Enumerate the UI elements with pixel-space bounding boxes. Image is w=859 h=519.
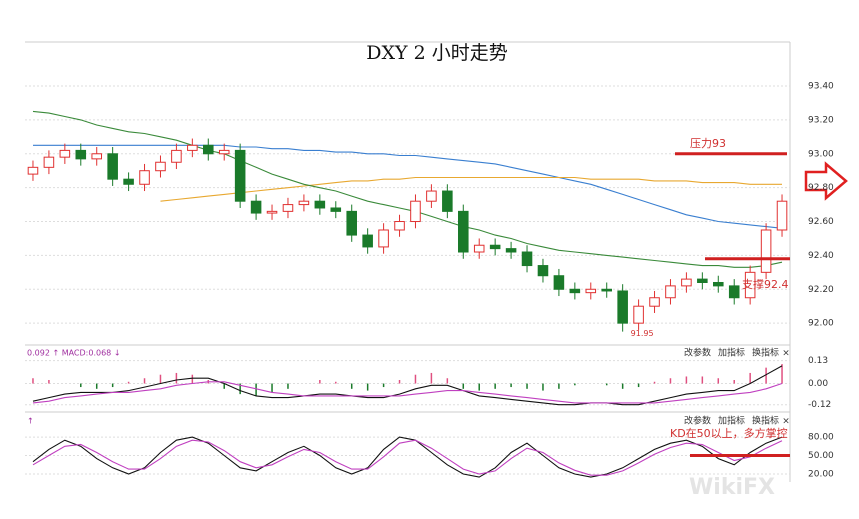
candle-body [394,221,405,231]
toolbar-button[interactable]: 换指标 [752,347,779,359]
candle-body [776,200,788,231]
candle-body [473,244,485,253]
y-tick-label: -0.12 [808,400,831,410]
y-tick-label: 93.40 [808,82,834,92]
panel-header: ↑ [27,417,34,426]
annotation: 压力93 [690,137,726,150]
y-tick-label: 92.20 [808,285,834,295]
line [32,439,783,476]
candle-body [378,229,389,248]
candle-body [681,278,692,287]
y-tick-label: 0.00 [808,379,828,389]
annotation: KD在50以上，多方掌控 [670,426,788,440]
candle-body [155,161,166,172]
close-button[interactable]: × [782,417,790,427]
candle-body [458,210,469,253]
toolbar-button[interactable]: 改参数 [684,347,711,359]
candle-body [505,248,517,253]
candle-body [282,204,294,212]
y-tick-label: 92.40 [808,251,834,261]
candle-body [649,297,660,307]
line [33,144,783,229]
toolbar-button[interactable]: 加指标 [718,347,745,359]
close-button[interactable]: × [782,349,790,359]
candle-body [123,178,134,185]
candle-body [234,149,246,202]
candle-body [713,281,724,287]
y-tick-label: 93.20 [808,115,834,125]
candle-body [426,190,437,202]
candle-body [266,210,278,214]
candle-body [489,244,501,250]
low-label: 91.95 [631,329,654,338]
line [32,365,783,406]
candle-body [27,166,39,175]
candle-body [298,200,310,206]
candle-body [107,153,118,180]
y-tick-label: 93.00 [808,149,834,159]
toolbar-button[interactable]: 换指标 [752,415,779,427]
candle-body [250,200,262,214]
candle-body [362,234,373,248]
line [32,436,783,478]
y-tick-label: 0.13 [808,356,828,366]
candle-body [442,190,453,212]
candle-body [744,271,756,299]
candle-body [203,144,214,155]
candle-body [521,251,533,267]
y-tick-label: 92.00 [808,319,834,329]
candle-body [171,149,182,163]
candle-body [633,305,644,324]
y-tick-label: 92.80 [808,183,834,193]
line [32,381,783,404]
panel-header: 0.092 ↑ MACD:0.068 ↓ [27,349,121,358]
line [32,110,783,268]
candle-body [187,144,198,151]
candle-body [728,285,740,299]
candle-body [665,285,676,299]
toolbar-button[interactable]: 加指标 [718,415,745,427]
candle-body [218,149,230,155]
candle-body [410,200,421,223]
candle-body [139,170,150,185]
candle-body [553,275,565,290]
candle-body [75,149,87,160]
candle-body [585,288,597,294]
candle-body [314,200,326,209]
candle-body [537,265,549,277]
candle-body [697,278,708,283]
candle-body [569,288,581,294]
candle-body [43,156,55,168]
watermark: WikiFX [689,475,775,500]
y-tick-label: 80.00 [808,433,834,443]
candle-body [330,207,342,212]
candle-body [59,149,71,158]
annotation: 支撑92.4 [742,277,789,291]
line [160,176,782,202]
candle-body [346,210,357,236]
chart-title: DXY 2 小时走势 [366,42,507,64]
arrow [804,161,848,201]
y-tick-label: 50.00 [808,451,834,461]
candle-body [91,153,102,160]
candle-body [760,229,772,273]
candle-body [601,288,612,292]
candle-body [617,290,628,324]
y-tick-label: 20.00 [808,470,834,480]
y-tick-label: 92.60 [808,217,834,227]
toolbar-button[interactable]: 改参数 [684,415,711,427]
